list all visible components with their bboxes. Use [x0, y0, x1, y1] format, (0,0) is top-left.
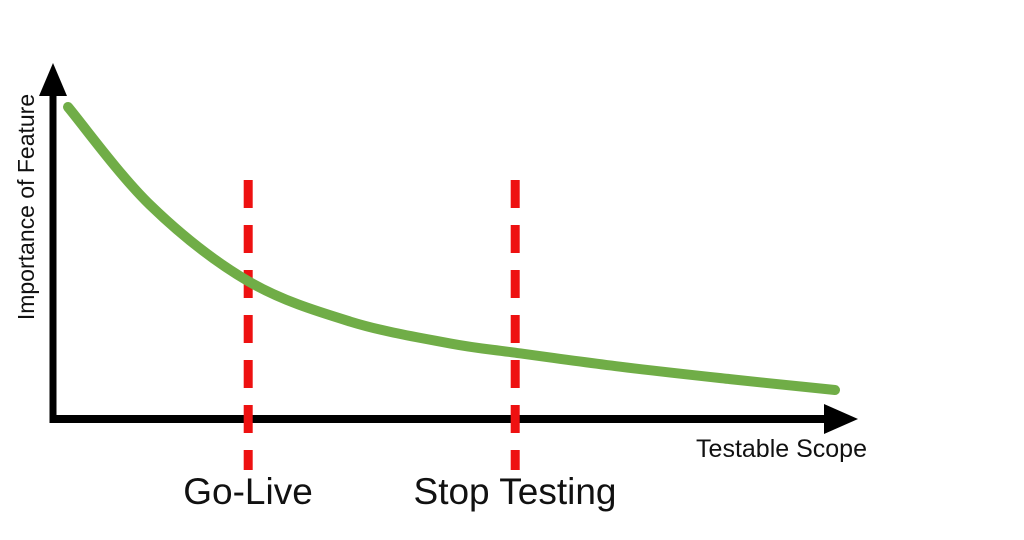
annotation-stop-testing: Stop Testing: [413, 471, 617, 512]
x-axis-label: Testable Scope: [696, 435, 867, 463]
importance-curve: [63, 102, 840, 395]
y-axis-label: Importance of Feature: [13, 93, 39, 321]
y-axis-arrowhead: [39, 63, 67, 96]
threshold-lines: [243, 180, 520, 470]
axes: [39, 63, 858, 434]
annotation-go-live: Go-Live: [183, 471, 313, 512]
x-axis-arrowhead: [824, 404, 858, 434]
